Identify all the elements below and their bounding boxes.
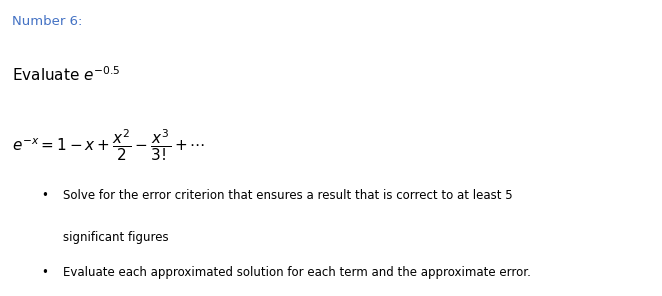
Text: $e^{-x} = 1 - x + \dfrac{x^2}{2} - \dfrac{x^3}{3!} + \cdots$: $e^{-x} = 1 - x + \dfrac{x^2}{2} - \dfra… [12,127,205,163]
Text: Solve for the error criterion that ensures a result that is correct to at least : Solve for the error criterion that ensur… [63,189,512,202]
Text: Evaluate each approximated solution for each term and the approximate error.: Evaluate each approximated solution for … [63,266,531,279]
Text: significant figures: significant figures [63,231,169,244]
Text: •: • [41,189,48,202]
Text: Evaluate $e^{-0.5}$: Evaluate $e^{-0.5}$ [12,65,120,84]
Text: •: • [41,266,48,279]
Text: Number 6:: Number 6: [12,15,82,28]
